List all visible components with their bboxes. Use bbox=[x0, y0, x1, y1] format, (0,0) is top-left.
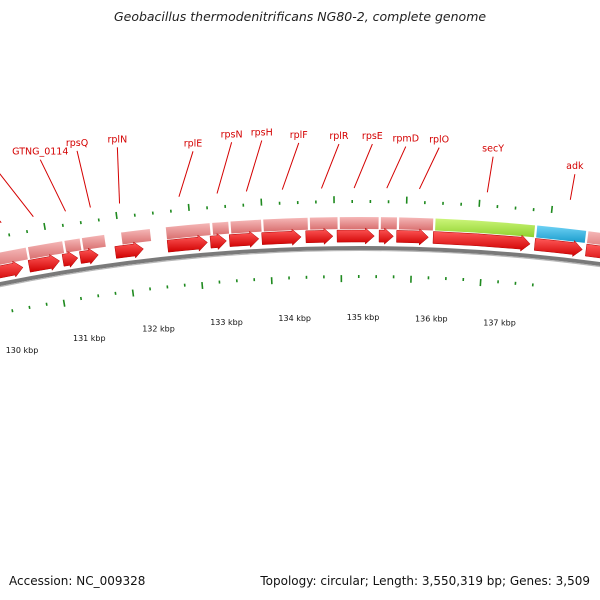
cds-arrow bbox=[336, 227, 375, 245]
inner-tick bbox=[62, 299, 66, 307]
accession-text: Accession: NC_009328 bbox=[9, 574, 146, 588]
gene-label-rplf: rplF bbox=[290, 130, 308, 141]
gene-label-rpse: rpsE bbox=[362, 131, 383, 142]
gene-pointer-line bbox=[569, 174, 576, 200]
feature-block-pink bbox=[380, 217, 397, 230]
gene-label-rpsn: rpsN bbox=[221, 129, 243, 140]
cds-track bbox=[0, 227, 600, 279]
inner-tick bbox=[201, 281, 204, 290]
gene-label-gtng_0114: GTNG_0114 bbox=[12, 147, 68, 158]
tick-layer bbox=[8, 196, 554, 313]
gene-pointer-line bbox=[0, 173, 34, 218]
gene-label-rpsq: rpsQ bbox=[66, 138, 88, 149]
feature-block-pink bbox=[64, 238, 82, 253]
gene-label-rpmd: rpmD bbox=[393, 134, 420, 145]
cds-arrow bbox=[305, 227, 334, 245]
cds-arrow bbox=[61, 250, 79, 268]
cds-arrow bbox=[228, 230, 260, 248]
gene-pointer-line bbox=[386, 146, 407, 189]
gene-pointer-line bbox=[281, 142, 300, 190]
cds-arrow bbox=[79, 247, 99, 265]
page-title: Geobacillus thermodenitrificans NG80-2, … bbox=[113, 9, 487, 24]
feature-block-green bbox=[435, 218, 536, 238]
outer-tick bbox=[115, 211, 118, 220]
feature-block-pink bbox=[586, 231, 600, 245]
scale-label: 130 kbp bbox=[6, 346, 39, 355]
feature-block-pink bbox=[81, 234, 106, 250]
gene-pointer-line bbox=[320, 143, 340, 189]
cds-arrow bbox=[533, 238, 583, 258]
gene-label-rplo: rplO bbox=[429, 135, 449, 146]
inner-tick bbox=[28, 305, 31, 310]
genome-backbone bbox=[0, 246, 600, 288]
gene-pointer-line bbox=[245, 140, 263, 192]
scale-label-layer: 130 kbp 131 kbp 132 kbp 133 kbp 134 kbp 135 k… bbox=[6, 313, 516, 355]
gene-label-rpln: rplN bbox=[108, 134, 128, 145]
gene-label-secy: secY bbox=[482, 144, 504, 155]
feature-block-cyan bbox=[536, 225, 587, 243]
feature-block-pink bbox=[212, 221, 230, 235]
feature-block-pink bbox=[0, 247, 28, 265]
outer-tick bbox=[8, 233, 11, 237]
cds-arrow bbox=[209, 233, 227, 251]
feature-block-pink bbox=[309, 217, 338, 230]
feature-track bbox=[0, 217, 600, 265]
scale-label: 136 kbp bbox=[415, 314, 448, 323]
gene-label-rpsh: rpsH bbox=[251, 128, 273, 139]
gene-pointer-line bbox=[116, 147, 121, 204]
gene-pointer-line bbox=[76, 150, 91, 208]
inner-tick bbox=[11, 309, 14, 313]
gene-label-adk: adk bbox=[566, 161, 584, 172]
backbone-shadow bbox=[0, 249, 600, 288]
cds-arrow bbox=[396, 228, 429, 246]
outer-tick bbox=[550, 205, 554, 213]
cds-arrow bbox=[432, 231, 531, 252]
cds-arrow bbox=[27, 254, 60, 273]
gene-pointer-line bbox=[353, 143, 373, 189]
scale-label: 135 kbp bbox=[347, 313, 380, 322]
cds-arrow bbox=[261, 228, 302, 246]
outer-tick bbox=[187, 203, 190, 211]
feature-block-pink bbox=[230, 219, 262, 234]
scale-label: 133 kbp bbox=[210, 318, 243, 327]
cds-arrow bbox=[585, 243, 600, 259]
scale-label: 132 kbp bbox=[142, 325, 175, 334]
feature-block-pink bbox=[339, 217, 379, 230]
feature-block-pink bbox=[398, 217, 434, 231]
gene-pointer-line bbox=[486, 156, 494, 193]
genome-summary-text: Topology: circular; Length: 3,550,319 bp… bbox=[260, 574, 590, 588]
cds-arrow bbox=[378, 227, 394, 245]
cds-arrow bbox=[114, 241, 144, 259]
feature-block-pink bbox=[121, 229, 152, 245]
scale-label: 134 kbp bbox=[278, 314, 311, 323]
gene-pointer-line bbox=[39, 159, 66, 212]
feature-block-pink bbox=[263, 217, 308, 232]
gene-pointer-line bbox=[419, 147, 440, 190]
scale-label: 131 kbp bbox=[73, 334, 106, 343]
gene-pointer-line bbox=[178, 151, 194, 197]
gene-label-layer: rpsCrplPGTNG_0114rpsQrplNrplErpsNrpsHrpl… bbox=[0, 128, 584, 224]
gene-label-rplr: rplR bbox=[329, 131, 349, 142]
gene-label-rple: rplE bbox=[184, 138, 203, 149]
cds-arrow bbox=[0, 260, 24, 279]
backbone-arc bbox=[0, 246, 600, 287]
outer-tick bbox=[43, 222, 46, 231]
outer-tick bbox=[26, 229, 29, 234]
feature-block-pink bbox=[165, 223, 211, 240]
feature-block-pink bbox=[27, 241, 65, 259]
inner-tick bbox=[131, 289, 135, 297]
inner-tick bbox=[45, 302, 48, 306]
cds-arrow bbox=[166, 234, 208, 253]
scale-label: 137 kbp bbox=[483, 319, 516, 328]
gene-pointer-line bbox=[216, 142, 233, 194]
